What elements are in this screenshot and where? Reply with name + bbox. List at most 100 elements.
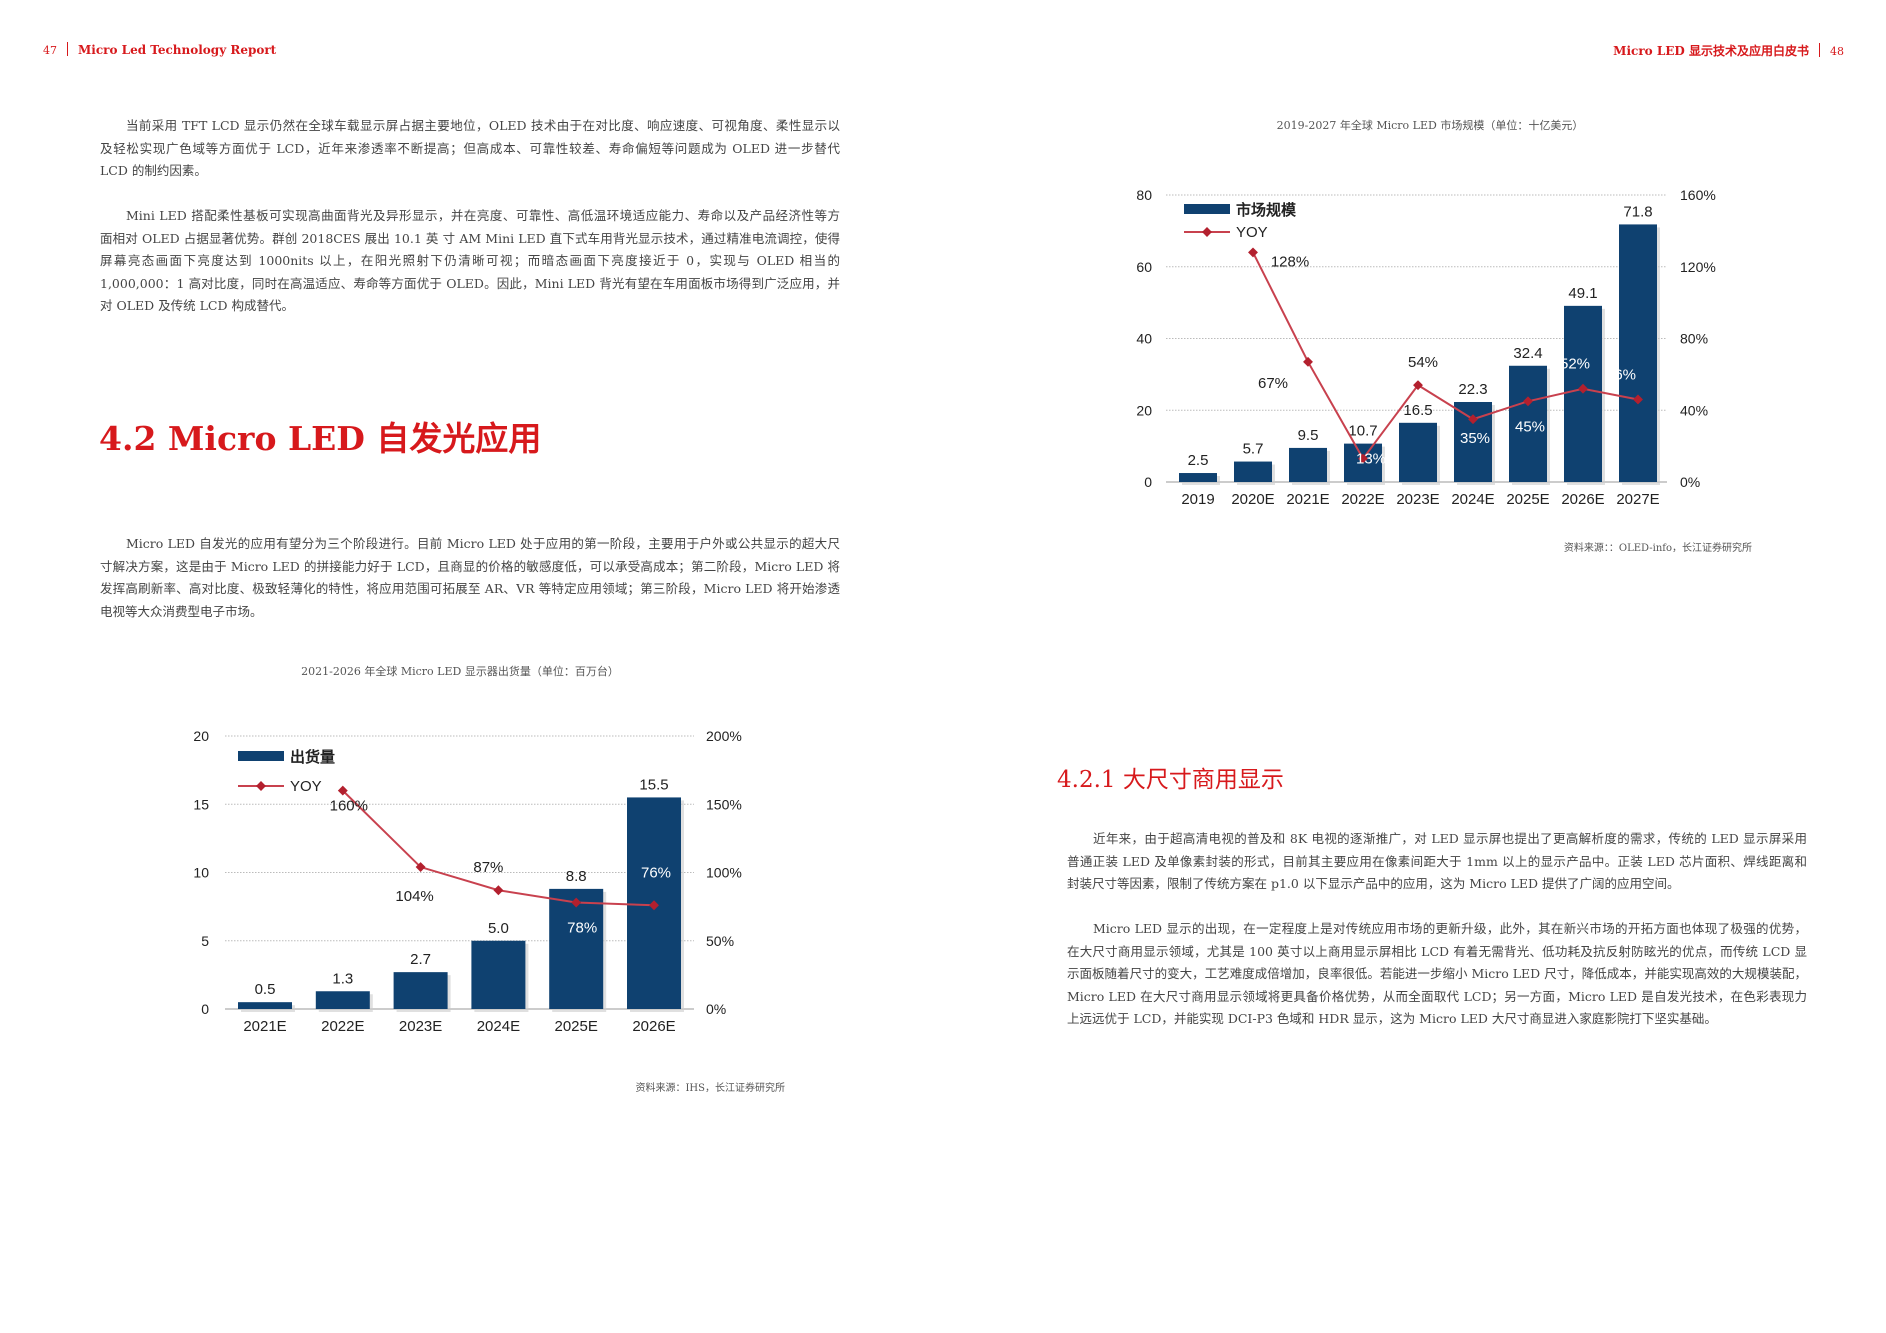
header-divider <box>1819 43 1820 57</box>
paragraph-line: Micro LED 在大尺寸商用显示领域将更具备价格优势，从而全面取代 LCD；… <box>1067 988 1807 1004</box>
paragraph-line: 示面板随着尺寸的变大，工艺难度成倍增加，良率很低。若能进一步缩小 Micro L… <box>1067 966 1807 981</box>
yoy-value-label: 104% <box>395 888 433 905</box>
paragraph-line: 对 OLED 及传统 LCD 构成替代。 <box>100 298 294 313</box>
legend-marker <box>256 781 266 791</box>
header-right: Micro LED 显示技术及应用白皮书 48 <box>1613 42 1844 59</box>
section-heading-4-2: 4.2 Micro LED 自发光应用 <box>99 419 542 458</box>
bar-value-label: 16.5 <box>1403 402 1432 419</box>
yoy-value-label: 76% <box>641 864 671 881</box>
x-tick-label: 2020E <box>1231 491 1274 508</box>
x-tick-label: 2027E <box>1616 491 1659 508</box>
bar <box>471 940 526 1009</box>
x-tick-label: 2022E <box>1341 491 1384 508</box>
bar-value-label: 0.5 <box>255 981 276 998</box>
y-tick-label: 40 <box>1136 331 1152 347</box>
legend-marker <box>1202 227 1212 237</box>
paragraph-line: 面相对 OLED 占据显著优势。群创 2018CES 展出 10.1 英 寸 A… <box>100 230 840 246</box>
chart-source-market-size: 资料来源：：OLED-info，长江证券研究所 <box>1563 543 1752 554</box>
x-tick-label: 2023E <box>1396 491 1439 508</box>
legend-label-bar: 出货量 <box>290 748 335 766</box>
chart-title-shipments: 2021-2026 年全球 Micro LED 显示器出货量（单位：百万台） <box>301 665 619 678</box>
yoy-point <box>1578 383 1588 394</box>
y2-tick-label: 200% <box>706 728 742 744</box>
paragraph-large-display: 近年来，由于超高清电视的普及和 8K 电视的逐渐推广，对 LED 显示屏也提出了… <box>1067 828 1807 896</box>
x-tick-label: 2026E <box>632 1018 675 1035</box>
yoy-value-label: 46% <box>1606 366 1636 383</box>
yoy-point <box>337 785 348 796</box>
paragraph-line: LCD 的制约因素。 <box>100 163 207 178</box>
y-tick-label: 5 <box>201 933 209 949</box>
header-divider <box>67 42 68 56</box>
paragraph-micro-led-stages: Micro LED 自发光的应用有望分为三个阶段进行。目前 Micro LED … <box>100 533 840 623</box>
paragraph-line: 电视等大众消费型电子市场。 <box>100 603 263 619</box>
y2-tick-label: 100% <box>706 865 742 881</box>
y2-tick-label: 0% <box>1680 474 1700 490</box>
x-tick-label: 2021E <box>1286 491 1329 508</box>
bar-value-label: 8.8 <box>566 868 587 885</box>
chart-shipments: 0 0% 5 50% 10 100% 15 150% 20 200% 0.5 2021E 1.3 2022… <box>193 728 741 1035</box>
bar <box>1564 305 1602 482</box>
page-number-right: 48 <box>1830 45 1844 58</box>
x-tick-label: 2019 <box>1181 491 1214 508</box>
paragraph-line: Micro LED 自发光的应用有望分为三个阶段进行。目前 Micro LED … <box>126 536 840 551</box>
paragraph-line: Mini LED 搭配柔性基板可实现高曲面背光及异形显示，并在亮度、可靠性、高低… <box>126 208 840 223</box>
paragraph-line: 寸解决方案，这是由于 Micro LED 的拼接能力好于 LCD，且商显的价格的… <box>100 558 840 574</box>
y-tick-label: 0 <box>1144 474 1152 490</box>
x-tick-label: 2021E <box>243 1018 286 1035</box>
yoy-point <box>1413 380 1423 391</box>
page-number-left: 47 <box>43 44 57 57</box>
y-tick-label: 80 <box>1136 187 1152 203</box>
bar <box>315 991 370 1009</box>
legend-label-line: YOY <box>290 778 322 795</box>
paragraph-line: 近年来，由于超高清电视的普及和 8K 电视的逐渐推广，对 LED 显示屏也提出了… <box>1093 831 1807 846</box>
y2-tick-label: 50% <box>706 933 734 949</box>
paragraph-line: 及轻松实现广色域等方面优于 LCD，近年来渗透率不断提高；但高成本、可靠性较差、… <box>100 140 840 156</box>
yoy-point <box>1523 396 1533 407</box>
x-tick-label: 2024E <box>1451 491 1494 508</box>
chart-title-market-size: 2019-2027 年全球 Micro LED 市场规模（单位：十亿美元） <box>1276 119 1584 132</box>
bar <box>1179 473 1217 482</box>
yoy-point <box>493 885 504 896</box>
paragraph-line: 上远远优于 LCD，并能实现 DCI-P3 色域和 HDR 显示，这为 Micr… <box>1067 1011 1717 1026</box>
x-tick-label: 2024E <box>477 1018 520 1035</box>
x-tick-label: 2022E <box>321 1018 364 1035</box>
y2-tick-label: 120% <box>1680 259 1716 275</box>
yoy-line <box>1252 251 1639 461</box>
paragraph-line: 1,000,000：1 高对比度，同时在高温适应、寿命等方面优于 OLED。因此… <box>100 275 840 291</box>
yoy-point <box>1468 414 1478 425</box>
yoy-value-label: 35% <box>1460 430 1490 447</box>
y-tick-label: 10 <box>193 865 209 881</box>
yoy-value-label: 54% <box>1408 354 1438 371</box>
header-left: 47 Micro Led Technology Report <box>43 42 276 57</box>
bar-value-label: 71.8 <box>1623 203 1652 220</box>
report-title: Micro Led Technology Report <box>78 43 277 57</box>
bar <box>1509 365 1547 482</box>
yoy-point <box>1248 247 1258 258</box>
legend-label-line: YOY <box>1236 224 1268 241</box>
legend-swatch-bar <box>1184 204 1230 214</box>
bar-value-label: 2.7 <box>410 951 431 968</box>
y-tick-label: 20 <box>1136 402 1152 418</box>
paragraph-mini-led: Mini LED 搭配柔性基板可实现高曲面背光及异形显示，并在亮度、可靠性、高低… <box>100 205 840 318</box>
y2-tick-label: 150% <box>706 796 742 812</box>
y-tick-label: 20 <box>193 728 209 744</box>
chart-source-shipments: 资料来源：IHS，长江证券研究所 <box>635 1083 785 1094</box>
yoy-point <box>571 897 582 908</box>
bar <box>1289 447 1327 482</box>
bar <box>549 888 604 1009</box>
paragraph-micro-led-advantages: Micro LED 显示的出现，在一定程度上是对传统应用市场的更新升级，此外，其… <box>1067 918 1807 1031</box>
section-heading-4-2-1: 4.2.1 大尺寸商用显示 <box>1057 767 1284 793</box>
y2-tick-label: 40% <box>1680 402 1708 418</box>
yoy-value-label: 160% <box>330 798 368 815</box>
bar-value-label: 1.3 <box>332 970 353 987</box>
yoy-point <box>1303 356 1313 367</box>
bar <box>1619 224 1657 483</box>
bar <box>238 1002 292 1009</box>
paragraph-line: 发挥高刷新率、高对比度、极致轻薄化的特性，将应用范围可拓展至 AR、VR 等特定… <box>100 581 840 596</box>
bar-value-label: 9.5 <box>1298 427 1319 444</box>
yoy-value-label: 52% <box>1560 356 1590 373</box>
legend-swatch-bar <box>238 751 284 761</box>
bar <box>1234 461 1272 482</box>
paragraph-line: Micro LED 显示的出现，在一定程度上是对传统应用市场的更新升级，此外，其… <box>1093 921 1807 936</box>
x-tick-label: 2025E <box>1506 491 1549 508</box>
